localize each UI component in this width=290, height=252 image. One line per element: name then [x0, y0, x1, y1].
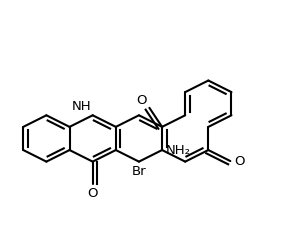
Text: NH: NH — [72, 100, 91, 113]
Text: O: O — [234, 154, 244, 168]
Text: Br: Br — [132, 165, 146, 178]
Text: O: O — [87, 187, 98, 200]
Text: NH₂: NH₂ — [166, 144, 191, 156]
Text: O: O — [136, 93, 146, 107]
